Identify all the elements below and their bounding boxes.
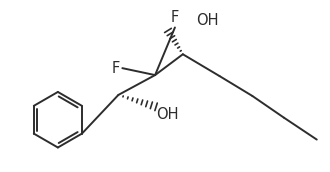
Text: OH: OH [196, 13, 218, 28]
Text: F: F [112, 61, 120, 76]
Text: F: F [171, 10, 179, 25]
Text: OH: OH [156, 107, 179, 122]
